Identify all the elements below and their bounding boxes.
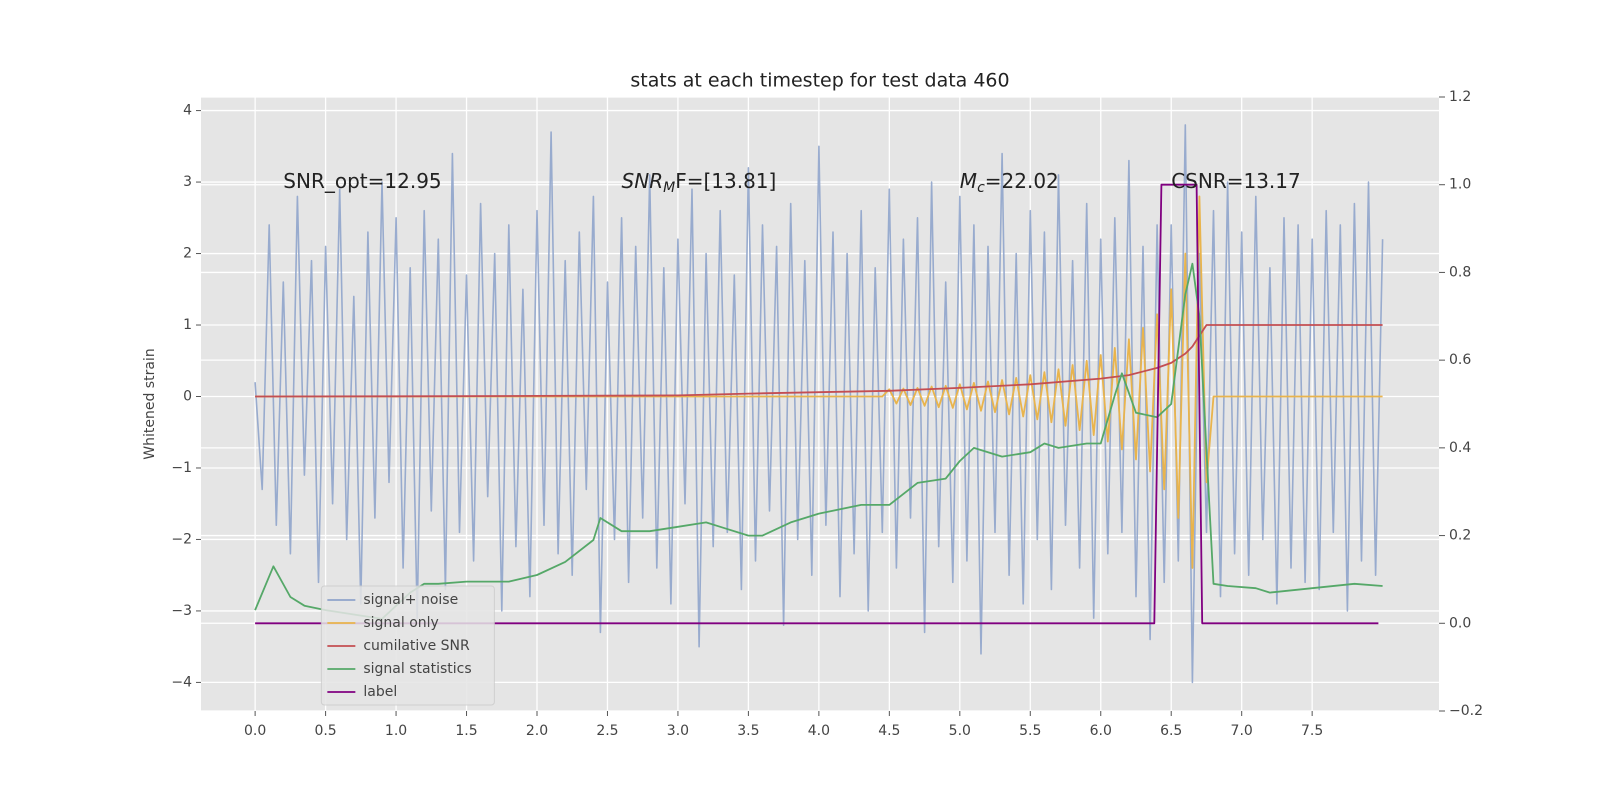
y-tick-label: 0 (183, 388, 192, 404)
annotation: CSNR=13.17 (1171, 169, 1301, 193)
annotation-rest: F=[13.81] (675, 169, 776, 193)
y2-tick-label: −0.2 (1449, 703, 1483, 719)
y2-tick-label: 0.6 (1449, 352, 1471, 368)
chart-title: stats at each timestep for test data 460 (630, 70, 1009, 92)
x-tick-label: 3.5 (737, 723, 759, 739)
series-line (254, 124, 1384, 684)
x-tick-label: 3.0 (667, 723, 689, 739)
legend-label: cumilative SNR (363, 638, 470, 654)
y2-tick-label: 0.8 (1449, 264, 1471, 280)
legend: signal+ noise signal only cumilative SNR si… (320, 585, 495, 706)
y2-tick-label: 1.0 (1449, 177, 1471, 193)
x-tick-label: 5.0 (949, 723, 971, 739)
annotation-text: M (960, 169, 977, 193)
y-tick-label: 1 (183, 317, 192, 333)
annotation-text: SNR_opt=12.95 (283, 169, 441, 193)
legend-label: signal+ noise (363, 592, 458, 608)
y-tick-label: 2 (183, 246, 192, 262)
y-tick-label: 4 (183, 103, 192, 119)
y-tick-label: 3 (183, 174, 192, 190)
x-tick-label: 6.5 (1160, 723, 1182, 739)
x-tick-label: 6.0 (1090, 723, 1112, 739)
x-tick-label: 1.0 (385, 723, 407, 739)
x-tick-label: 4.5 (878, 723, 900, 739)
x-tick-label: 5.5 (1019, 723, 1041, 739)
y2-tick-label: 0.2 (1449, 528, 1471, 544)
y-axis-label: Whitened strain (142, 348, 158, 459)
y-tick-label: −2 (171, 531, 192, 547)
annotation-rest: =22.02 (985, 169, 1059, 193)
x-tick-label: 1.5 (455, 723, 477, 739)
legend-box (320, 585, 495, 706)
annotation: SNRMF=[13.81] (622, 169, 777, 197)
legend-label: signal only (363, 615, 438, 631)
series-line (255, 324, 1383, 398)
series-line (254, 262, 1383, 620)
series-line (255, 195, 1383, 569)
x-tick-label: 2.5 (596, 723, 618, 739)
x-tick-label: 0.0 (244, 723, 266, 739)
annotation-sub: c (977, 180, 985, 196)
legend-label: signal statistics (363, 661, 471, 677)
y-tick-label: −3 (171, 603, 192, 619)
x-tick-label: 2.0 (526, 723, 548, 739)
annotation: Mc=22.02 (960, 169, 1059, 197)
y-tick-label: −4 (171, 674, 192, 690)
annotation-text: CSNR=13.17 (1171, 169, 1301, 193)
x-tick-label: 7.0 (1231, 723, 1253, 739)
x-tick-label: 0.5 (314, 723, 336, 739)
annotation: SNR_opt=12.95 (283, 169, 441, 193)
y-tick-label: −1 (171, 460, 192, 476)
x-tick-label: 4.0 (808, 723, 830, 739)
annotation-sub: M (663, 180, 675, 196)
y2-tick-label: 0.0 (1449, 615, 1471, 631)
marks (254, 124, 1384, 684)
annotation-text: SNR (622, 169, 664, 193)
series-line (255, 183, 1379, 625)
legend-label: label (363, 684, 397, 700)
x-tick-label: 7.5 (1301, 723, 1323, 739)
y2-tick-label: 1.2 (1449, 89, 1471, 105)
y2-tick-label: 0.4 (1449, 440, 1471, 456)
